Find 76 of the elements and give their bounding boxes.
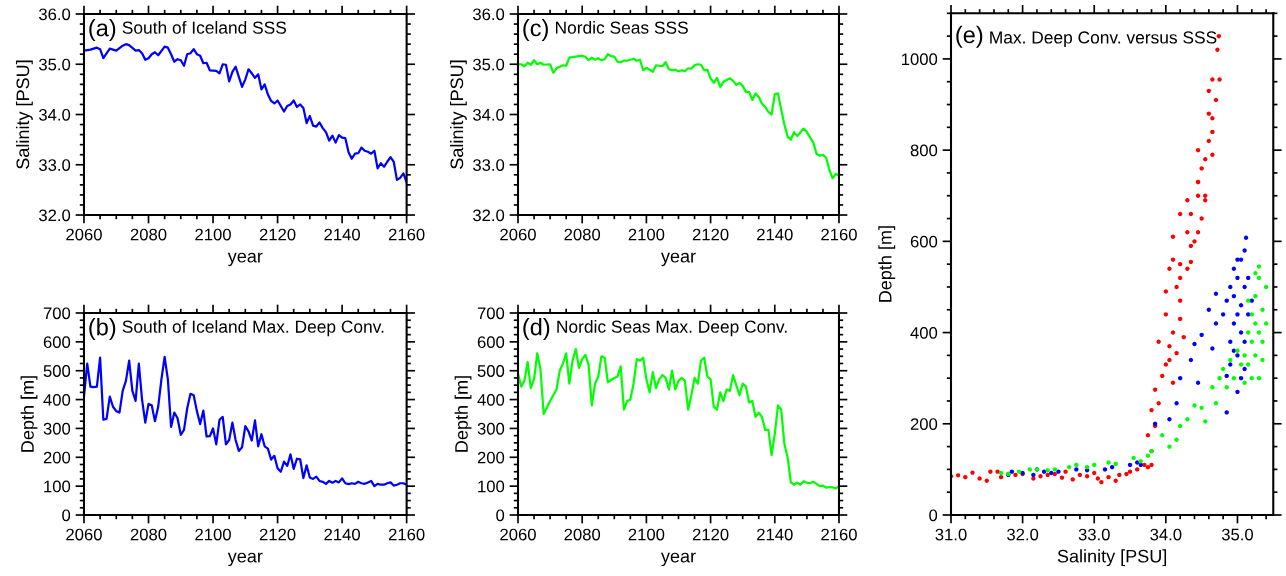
y-tick-label: 400 — [910, 326, 938, 339]
y-tick-label: 32.0 — [473, 209, 505, 222]
y-tick-label: 0 — [496, 509, 505, 522]
x-tick-label: 2060 — [500, 528, 536, 541]
x-tick-label: 2080 — [564, 228, 601, 241]
y-tick-label: 35.0 — [473, 58, 505, 71]
x-tick-label: 2100 — [628, 528, 665, 541]
x-tick-label: 32.0 — [1007, 528, 1039, 541]
x-tick-label: 2160 — [388, 528, 425, 541]
x-tick-label: 2140 — [757, 228, 793, 241]
x-tick-label: 2140 — [324, 228, 360, 241]
y-tick-label: 35.0 — [38, 58, 71, 71]
chart-title: (e) Max. Deep Conv. versus SSS — [956, 25, 1217, 48]
y-axis-title: Salinity [PSU] — [449, 60, 467, 169]
x-tick-label: 2140 — [324, 528, 360, 541]
x-axis-title: year — [660, 552, 696, 567]
y-tick-label: 200 — [910, 418, 938, 430]
y-tick-label: 32.0 — [38, 209, 71, 222]
x-tick-label: 2160 — [388, 228, 425, 241]
y-tick-label: 600 — [910, 235, 938, 248]
y-tick-label: 34.0 — [38, 108, 71, 121]
y-tick-label: 500 — [43, 365, 71, 377]
y-tick-label: 100 — [478, 480, 505, 493]
x-tick-label: 2060 — [500, 228, 536, 241]
x-tick-label: 2160 — [821, 228, 857, 241]
x-tick-label: 2080 — [130, 528, 167, 541]
y-tick-label: 36.0 — [38, 8, 71, 21]
y-axis-title: Depth [m] — [454, 376, 472, 452]
y-axis-title: Salinity [PSU] — [15, 60, 33, 169]
y-tick-label: 500 — [477, 365, 505, 377]
y-tick-label: 700 — [43, 307, 71, 320]
x-tick-label: 2140 — [757, 528, 793, 541]
x-tick-label: 2080 — [130, 228, 167, 241]
x-tick-label: 35.0 — [1221, 528, 1254, 541]
y-tick-label: 800 — [910, 144, 938, 157]
x-tick-label: 2100 — [195, 528, 231, 541]
y-tick-label: 300 — [43, 422, 71, 435]
y-tick-label: 600 — [477, 336, 505, 349]
x-tick-label: 2160 — [821, 528, 857, 541]
y-tick-label: 0 — [929, 509, 938, 522]
x-axis-title: year — [660, 252, 696, 267]
chart-title: (b) South of Iceland Max. Deep Conv. — [89, 318, 384, 341]
x-tick-label: 33.0 — [1078, 528, 1110, 541]
chart-title: (d) Nordic Seas Max. Deep Conv. — [523, 318, 787, 341]
y-tick-label: 200 — [477, 451, 505, 464]
y-tick-label: 300 — [477, 422, 505, 435]
x-tick-label: 2120 — [259, 228, 296, 241]
y-tick-label: 200 — [43, 451, 71, 464]
y-tick-label: 34.0 — [473, 108, 505, 121]
x-tick-label: 2100 — [628, 228, 665, 241]
x-tick-label: 2060 — [66, 528, 102, 541]
x-tick-label: 2060 — [66, 228, 102, 241]
y-tick-label: 700 — [477, 307, 505, 320]
x-tick-label: 2120 — [259, 528, 296, 541]
x-tick-label: 31.0 — [935, 528, 967, 541]
y-tick-label: 1000 — [902, 53, 938, 66]
y-axis-title: Depth [m] — [878, 226, 896, 302]
chart-title: (a) South of Iceland SSS — [89, 19, 287, 42]
x-tick-label: 2100 — [195, 228, 231, 241]
x-tick-label: 2120 — [692, 228, 729, 241]
x-axis-title: year — [227, 252, 263, 267]
y-tick-label: 36.0 — [473, 8, 505, 21]
x-tick-label: 2120 — [692, 528, 729, 541]
y-tick-label: 0 — [62, 509, 71, 522]
x-tick-label: 2080 — [564, 528, 601, 541]
y-tick-label: 400 — [43, 393, 71, 406]
y-axis-title: Depth [m] — [20, 376, 38, 452]
x-tick-label: 34.0 — [1150, 528, 1182, 541]
y-tick-label: 33.0 — [473, 159, 505, 171]
y-tick-label: 600 — [43, 336, 71, 349]
y-tick-label: 33.0 — [38, 159, 71, 171]
y-tick-label: 100 — [44, 480, 71, 493]
chart-title: (c) Nordic Seas SSS — [523, 19, 688, 42]
x-axis-title: year — [227, 552, 263, 567]
x-axis-title: Salinity [PSU] — [1057, 549, 1167, 567]
y-tick-label: 400 — [477, 393, 505, 406]
